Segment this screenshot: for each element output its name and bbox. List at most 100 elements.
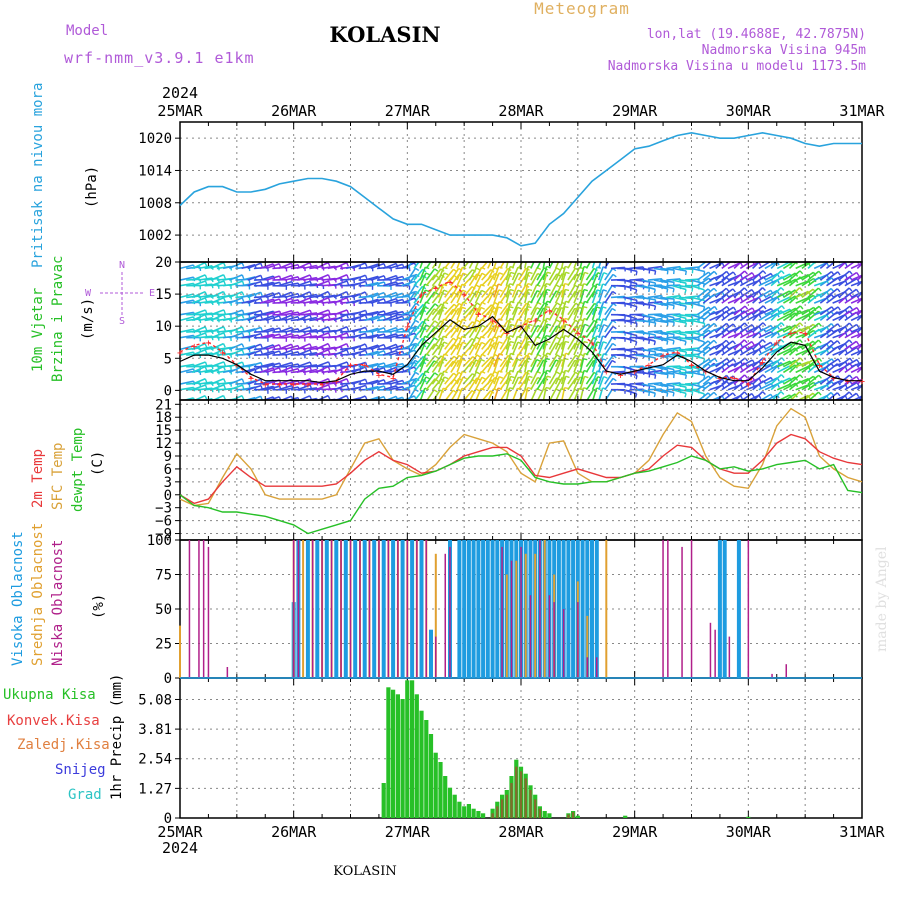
wind-barb-flag [799,305,804,310]
wind-barb-flag [780,374,785,379]
wind-barb [180,311,194,316]
wind-barb [284,367,299,374]
wind-barb [259,275,274,281]
wind-barb [673,401,687,404]
wind-barb [370,275,385,281]
wind-barb-flag [458,257,461,259]
wind-barb-flag [762,322,767,327]
wind-barb-flag [666,392,669,397]
wind-barb [844,288,857,299]
wind-barb [782,364,796,374]
wind-barb [770,270,782,281]
wind-barb-flag [584,375,589,379]
wind-barb-flag [346,332,350,338]
wind-barb [536,371,545,385]
wind-barb [468,325,478,339]
wind-barb [370,314,385,322]
low-cloud-bar [510,560,513,678]
wind-barb [456,266,464,281]
low-cloud-title: Niska Oblacnost [50,540,66,666]
wind-barb [548,290,558,304]
wind-barb [579,262,583,269]
rain-total-bar [457,801,462,818]
wind-barb-flag [780,391,785,395]
wind-barb [733,270,746,281]
wind-barb [210,377,225,385]
wind-barb [604,371,614,385]
wind-barb [560,370,566,385]
wind-barb [462,356,474,368]
wind-barb [431,268,442,281]
low-cloud-bar [520,546,522,678]
wind-barb-flag [260,366,263,372]
wind-barb [758,278,772,287]
wind-barb-flag [603,272,608,275]
wind-barb-flag [634,393,638,398]
x-date-label-top: 28MAR [498,102,544,120]
rain-total-bar [466,804,471,818]
wind-barb [265,292,280,299]
low-cloud-bar [449,546,451,678]
wind-barb-flag [740,297,744,302]
wind-barb [524,318,529,333]
wind-barb [585,319,595,333]
wind-barb [856,309,862,316]
low-cloud-bar [397,540,399,678]
wind-barb-flag [732,323,737,328]
wind-barb [247,262,261,270]
wind-barb [567,359,576,373]
wind-barb-flag [204,274,208,279]
wind-barb [585,267,595,281]
wind-barb [801,311,814,322]
wind-barb-flag [836,392,841,397]
wind-barb-flag [260,327,263,332]
wind-barb-flag [565,255,569,256]
wind-barb [462,321,474,333]
wind-barb [419,306,426,321]
wind-barb-flag [743,339,748,344]
wind-barb [838,305,851,316]
wind-barb [259,315,274,322]
wind-barb-flag [713,287,718,292]
wind-barb [505,341,511,356]
wind-barb [407,325,417,339]
wind-barb [807,362,820,373]
wind-barb [302,316,317,322]
rain-conv-bar [505,794,508,818]
wind-barb-flag [868,358,871,361]
wind-barb-flag [364,343,368,348]
wind-barb [425,337,435,350]
wind-barb-flag [584,271,589,275]
wind-barb [770,322,782,333]
wind-barb-flag [204,326,208,331]
wind-barb [382,314,397,322]
snow-legend: Snijeg [55,762,106,778]
wind-barb [819,293,832,304]
wind-barb [450,325,460,339]
wind-barb [229,309,243,316]
wind-barb [284,299,299,304]
mid-cloud-title: Srednja Oblacnost [30,523,46,666]
wind-barb-flag [704,404,705,408]
wind-barb-flag [498,341,503,344]
wind-barb [487,319,495,333]
wind-barb-flag [453,257,456,259]
wind-barb [259,350,274,356]
gust-marker: + [660,351,666,362]
wind-barb [641,267,656,272]
wind-barb-flag [346,343,349,348]
wind-barb [536,377,546,391]
wind-barb [530,273,539,287]
wind-barb [788,362,801,373]
wind-barb [413,268,424,281]
wind-barb-flag [537,256,541,258]
wind-barb [795,290,809,299]
wind-barb-flag [564,358,569,361]
wind-barb-flag [204,343,208,348]
gust-marker: + [362,361,368,372]
wind-barb [585,285,595,298]
wind-barb [364,385,379,391]
wind-barb [456,324,464,339]
wind-barb [389,298,404,304]
wind-barb-flag [666,288,669,293]
